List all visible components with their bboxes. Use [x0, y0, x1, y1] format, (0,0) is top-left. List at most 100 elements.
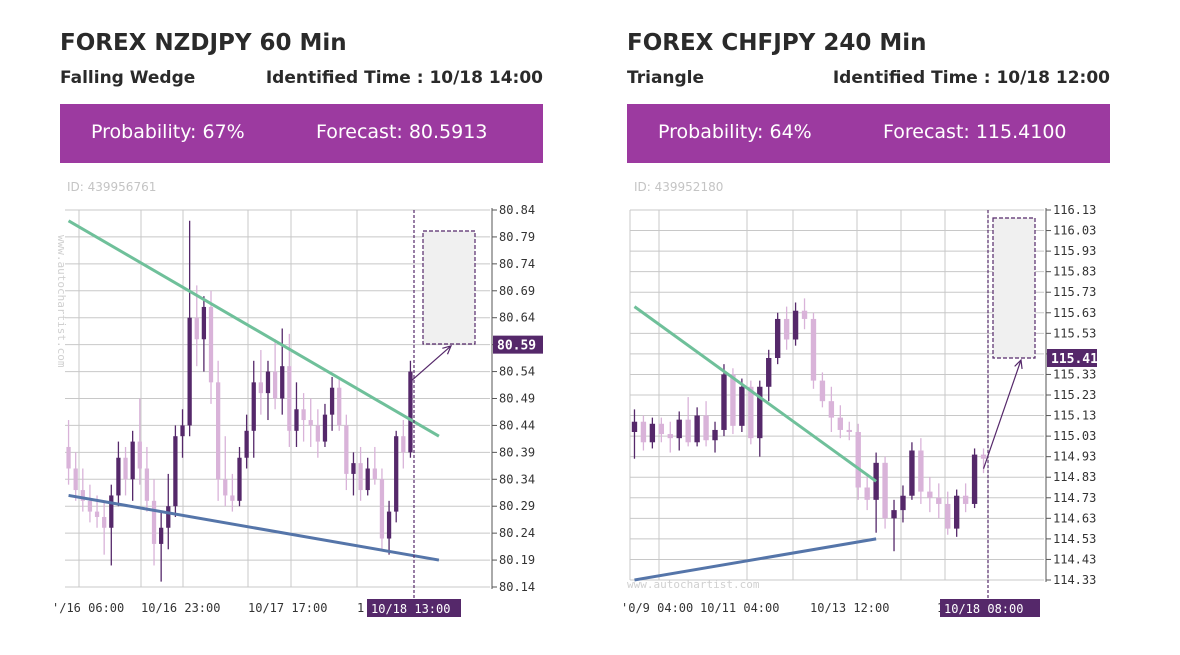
forecast-label: Forecast: 80.5913 — [316, 121, 488, 143]
x-tick-label: 10/16 23:00 — [141, 601, 220, 615]
watermark: www.autochartist.com — [627, 578, 760, 591]
candle-body — [909, 450, 915, 496]
candle-body — [855, 432, 861, 488]
forecast-region — [422, 230, 476, 345]
x-tick-label: 10/11 04:00 — [700, 601, 779, 615]
nzdjpy-candlestick-chart: www.autochartist.com 80.84 80.79 80.74 80.69… — [52, 203, 543, 617]
y-tick-label: 80.34 — [499, 472, 535, 486]
candle-body — [230, 495, 235, 501]
probability-banner: Probability: 67% Forecast: 80.5913 — [60, 104, 543, 163]
candle-body — [187, 317, 192, 426]
candle-body — [828, 401, 835, 418]
candle-body — [640, 421, 647, 443]
candle-body — [739, 386, 745, 426]
candle-body — [194, 317, 199, 340]
candle-body — [272, 371, 278, 399]
candle-body — [265, 371, 271, 394]
time-highlight-box — [367, 599, 461, 617]
candle-body — [801, 310, 808, 319]
identified-time: Identified Time : 10/18 12:00 — [832, 68, 1110, 88]
candle-body — [953, 495, 960, 529]
candle-body — [900, 495, 906, 511]
support-trendline — [68, 493, 440, 562]
candle-body — [215, 382, 221, 480]
forecast-arrow — [410, 345, 452, 383]
candle-body — [351, 463, 356, 474]
y-tick-label: 80.39 — [499, 445, 535, 459]
candle-body — [783, 318, 790, 340]
identified-time: Identified Time : 10/18 14:00 — [265, 68, 543, 88]
candle-body — [237, 457, 242, 501]
candle-body — [379, 479, 385, 539]
chfjpy-candlestick-chart: www.autochartist.com 116.13 116.03 115.93 11… — [621, 203, 1098, 617]
candle-body — [846, 429, 852, 432]
candle-body — [649, 423, 656, 443]
chart-title: FOREX CHFJPY 240 Min — [627, 30, 927, 56]
candle-body — [945, 503, 951, 529]
candle-body — [94, 511, 100, 517]
y-tick-label: 80.14 — [499, 580, 535, 594]
y-tick-label: 80.19 — [499, 553, 535, 567]
candle-body — [109, 495, 114, 528]
candle-body — [980, 454, 987, 459]
y-tick-label: 80.29 — [499, 499, 535, 513]
candle-body — [73, 468, 78, 491]
candle-body — [223, 479, 228, 496]
candle-body — [891, 510, 897, 519]
candle-body — [337, 387, 342, 426]
y-tick-label: 80.54 — [499, 365, 535, 379]
candle-body — [208, 306, 214, 383]
x-tick-label: '/16 06:00 — [52, 601, 124, 615]
candle-body — [962, 495, 969, 504]
candle-body — [792, 310, 799, 340]
candle-body — [315, 425, 320, 442]
candle-body — [130, 441, 135, 480]
probability-label: Probability: 67% — [91, 121, 245, 143]
candle-body — [685, 419, 691, 443]
candle-body — [748, 386, 754, 439]
pattern-id: ID: 439952180 — [634, 180, 724, 194]
forecast-arrow — [982, 359, 1022, 469]
candle-body — [308, 420, 313, 426]
candle-body — [837, 417, 844, 430]
candle-body — [766, 358, 772, 387]
candle-body — [159, 527, 164, 544]
candle-body — [810, 318, 817, 381]
candle-body — [676, 419, 682, 439]
time-highlight-label: 10/18 13:00 — [371, 602, 450, 616]
candle-body — [936, 497, 942, 504]
candle-body — [123, 457, 128, 480]
price-highlight-box — [1047, 349, 1097, 367]
candle-body — [166, 506, 171, 528]
forecast-region — [992, 217, 1036, 359]
candle-body — [102, 516, 107, 528]
y-tick-label: 80.69 — [499, 284, 535, 298]
candle-body — [294, 409, 299, 431]
y-tick-label: 115.03 — [1053, 429, 1096, 443]
candle-body — [703, 415, 709, 441]
candle-body — [151, 500, 157, 544]
x-tick-label: '0/9 04:00 — [621, 601, 693, 615]
candle-body — [721, 374, 727, 430]
pattern-id: ID: 439956761 — [67, 180, 157, 194]
candle-body — [864, 487, 870, 500]
time-highlight-label: 10/18 08:00 — [944, 602, 1023, 616]
y-tick-label: 80.49 — [499, 392, 535, 406]
x-tick-label: 1 — [357, 601, 364, 615]
candle-body — [329, 387, 335, 415]
support-trendline — [634, 537, 877, 582]
candle-body — [631, 421, 638, 432]
candle-body — [927, 491, 933, 498]
y-tick-label: 115.53 — [1053, 326, 1096, 340]
candle-body — [201, 306, 207, 340]
price-highlight-box — [493, 335, 543, 354]
y-tick-label: 114.53 — [1053, 532, 1096, 546]
probability-banner: Probability: 64% Forecast: 115.4100 — [627, 104, 1110, 163]
candle-body — [394, 436, 399, 512]
candle-body — [173, 436, 178, 507]
forecast-arrowhead — [1014, 358, 1023, 370]
candle-body — [344, 425, 349, 474]
candle-body — [918, 450, 924, 492]
y-tick-label: 114.33 — [1053, 573, 1096, 587]
y-tick-label: 115.93 — [1053, 244, 1096, 258]
